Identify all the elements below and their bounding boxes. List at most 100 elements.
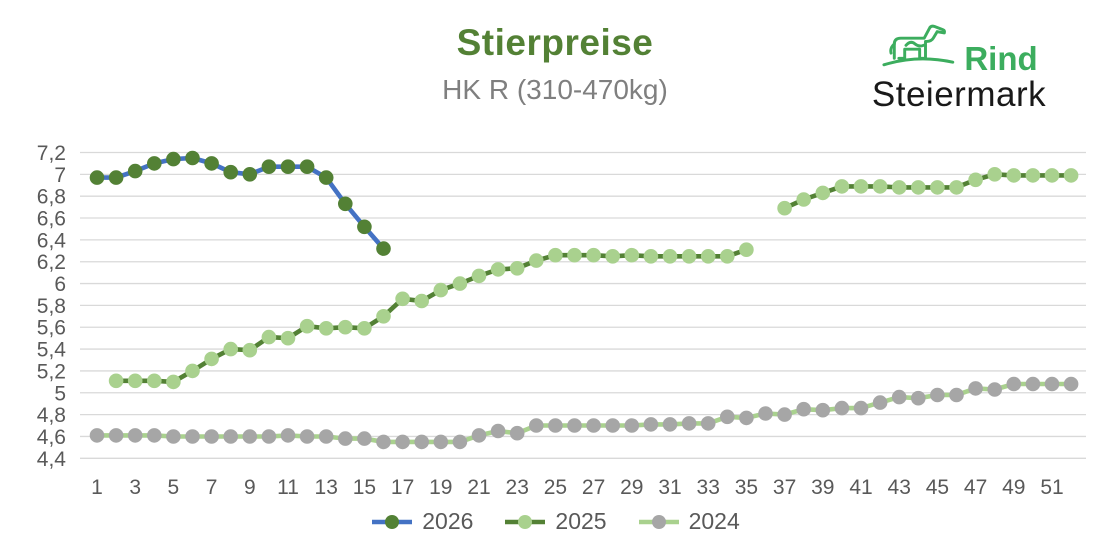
x-axis-tick-label: 1 [91, 476, 103, 499]
cattle-icon [880, 18, 958, 75]
data-point-2025-w15 [357, 321, 372, 336]
data-point-2026-w2 [108, 170, 124, 185]
x-axis-tick-label: 27 [582, 476, 605, 499]
x-axis-tick-label: 33 [697, 476, 720, 499]
logo-brand-bottom: Steiermark [871, 75, 1047, 114]
data-point-2025-w20 [452, 276, 468, 291]
legend-label-2024: 2024 [688, 508, 740, 534]
series-line-2026 [94, 155, 386, 251]
data-point-2024-w9 [242, 429, 258, 444]
data-point-2025-w9 [242, 342, 258, 358]
data-point-2025-w48 [987, 167, 1002, 182]
data-point-2024-w44 [911, 390, 926, 406]
data-point-2026-w11 [280, 159, 296, 174]
data-point-2025-w38 [796, 192, 811, 207]
data-point-2025-w12 [299, 318, 315, 334]
data-point-2024-w31 [662, 417, 678, 432]
data-point-2026-w1 [89, 170, 105, 185]
data-point-2025-w28 [605, 248, 620, 264]
data-point-2024-w7 [204, 429, 219, 444]
data-point-2025-w5 [166, 374, 181, 390]
data-point-2025-w16 [376, 309, 391, 324]
data-point-2025-w30 [643, 248, 659, 264]
data-point-2025-w39 [815, 185, 831, 201]
data-point-2024-w42 [872, 395, 888, 410]
data-point-2025-w8 [223, 341, 238, 357]
data-point-2024-w14 [338, 431, 353, 446]
y-axis-tick-label: 5,4 [37, 339, 67, 362]
data-point-2024-w45 [930, 387, 945, 403]
logo-brand-top: Rind [964, 40, 1038, 77]
x-axis-tick-label: 37 [773, 476, 796, 499]
data-point-2025-w42 [872, 179, 888, 194]
x-axis-tick-label: 47 [964, 476, 987, 499]
data-point-2024-w48 [987, 382, 1002, 397]
legend-item-2025: 2025 [503, 508, 607, 535]
x-axis-tick-label: 9 [244, 476, 256, 499]
data-point-2024-w51 [1044, 376, 1060, 392]
data-point-2024-w8 [223, 429, 238, 444]
data-point-2025-w43 [891, 180, 907, 195]
legend-swatch-2025 [505, 514, 546, 529]
data-point-2024-w33 [700, 416, 716, 431]
data-point-2025-w22 [490, 262, 506, 277]
data-point-2024-w41 [853, 400, 869, 416]
data-point-2024-w30 [643, 417, 659, 432]
data-point-2024-w24 [529, 418, 544, 433]
data-point-2025-w34 [720, 248, 735, 264]
legend-item-2024: 2024 [637, 508, 740, 535]
x-axis-tick-label: 35 [735, 476, 758, 499]
data-point-2025-w26 [567, 247, 582, 263]
y-axis-tick-label: 5 [54, 382, 66, 405]
x-axis-tick-label: 3 [129, 476, 141, 499]
data-point-2024-w17 [395, 434, 410, 450]
data-point-2024-w10 [261, 429, 277, 444]
data-point-2025-w37 [777, 200, 792, 216]
y-axis-tick-label: 6,4 [37, 229, 67, 252]
data-point-2025-w11 [280, 330, 296, 346]
x-axis-tick-label: 11 [277, 476, 299, 499]
data-point-2024-w36 [758, 406, 773, 421]
y-axis-tick-label: 6 [54, 273, 66, 296]
data-point-2026-w8 [223, 164, 238, 180]
data-point-2025-w51 [1044, 168, 1060, 183]
data-point-2025-w33 [700, 248, 716, 264]
x-axis-tick-label: 13 [315, 476, 338, 499]
data-point-2024-w29 [624, 418, 640, 433]
data-point-2024-w26 [567, 418, 582, 433]
data-point-2024-w16 [376, 434, 391, 450]
legend-label-2025: 2025 [555, 508, 607, 534]
data-point-2025-w31 [662, 248, 678, 264]
y-axis-tick-label: 7,2 [37, 142, 66, 165]
data-point-2026-w13 [318, 170, 334, 185]
y-axis-tick-label: 6,2 [37, 251, 66, 274]
x-axis-tick-label: 49 [1002, 476, 1025, 499]
x-axis-tick-label: 15 [353, 476, 376, 499]
x-axis-tick-label: 19 [429, 476, 452, 499]
data-point-2025-w17 [395, 291, 410, 307]
data-point-2025-w4 [147, 373, 162, 389]
x-axis-tick-label: 17 [391, 476, 414, 499]
y-axis-tick-label: 4,4 [37, 448, 67, 471]
y-axis-tick-label: 4,8 [37, 404, 66, 427]
x-axis-tick-label: 41 [849, 476, 872, 499]
data-point-2024-w25 [548, 418, 563, 433]
data-point-2026-w14 [338, 196, 353, 212]
data-point-2026-w10 [261, 159, 277, 174]
y-axis-tick-label: 7 [54, 164, 66, 187]
data-point-2025-w6 [185, 363, 200, 379]
data-point-2025-w7 [204, 351, 219, 367]
data-point-2025-w49 [1006, 168, 1022, 183]
data-point-2024-w18 [414, 434, 430, 450]
data-point-2025-w10 [261, 329, 277, 345]
data-point-2024-w38 [796, 401, 811, 417]
data-point-2025-w25 [548, 247, 563, 263]
data-point-2026-w7 [204, 156, 219, 171]
y-axis-tick-label: 4,6 [37, 426, 66, 449]
data-point-2024-w39 [815, 402, 831, 418]
x-axis-tick-label: 43 [888, 476, 911, 499]
legend-label-2026: 2026 [422, 508, 474, 534]
data-point-2025-w24 [529, 253, 544, 268]
